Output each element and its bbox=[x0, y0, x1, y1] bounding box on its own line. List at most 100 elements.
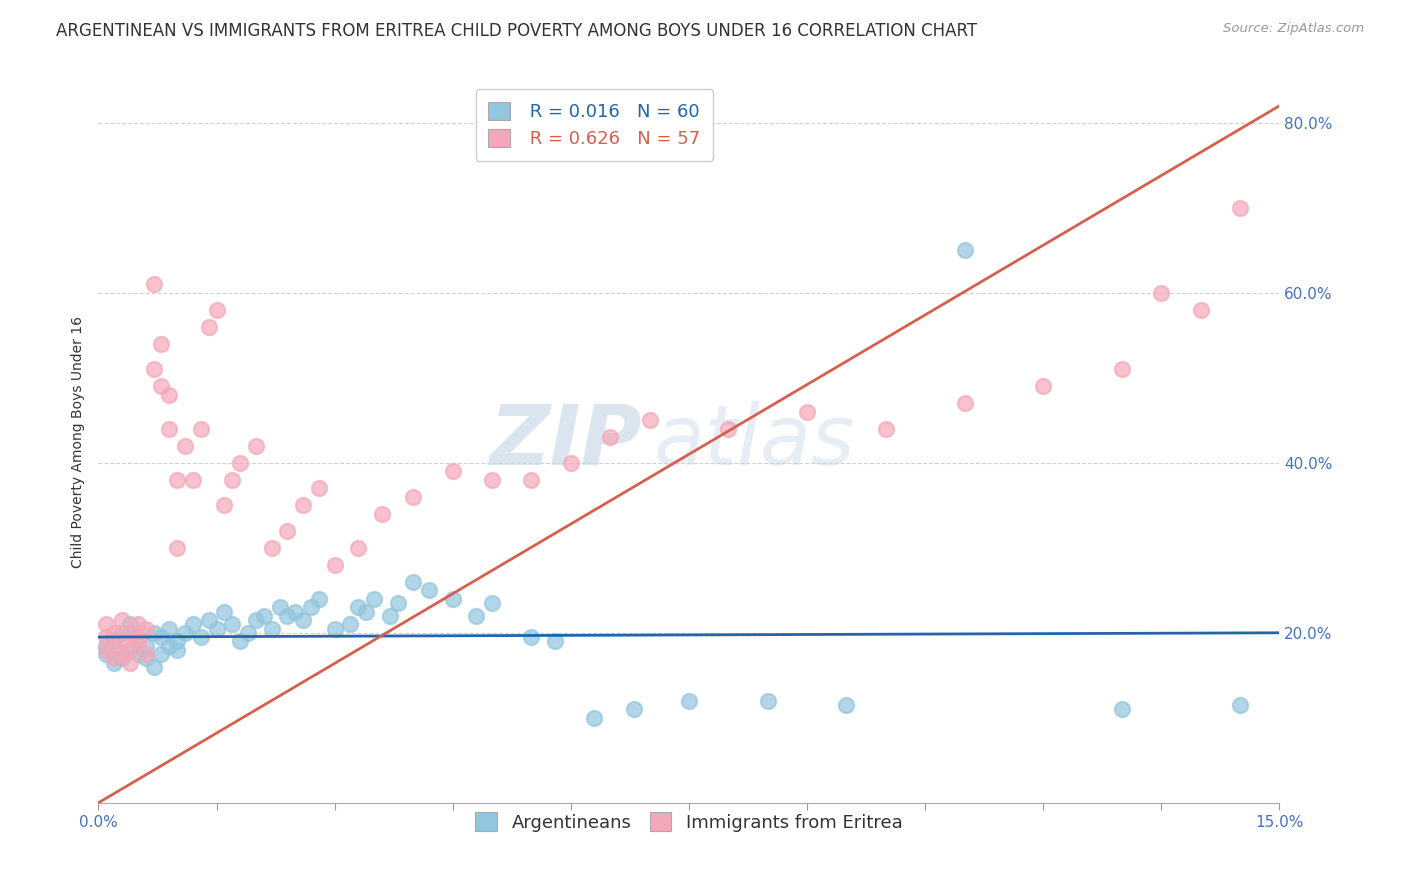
Point bbox=[308, 591, 330, 606]
Point bbox=[354, 605, 377, 619]
Point bbox=[717, 422, 740, 436]
Point bbox=[229, 456, 252, 470]
Point bbox=[1229, 698, 1251, 712]
Point bbox=[181, 473, 204, 487]
Point bbox=[678, 694, 700, 708]
Point bbox=[142, 277, 165, 292]
Point bbox=[308, 481, 330, 495]
Point bbox=[166, 541, 188, 555]
Point bbox=[402, 574, 425, 589]
Text: ARGENTINEAN VS IMMIGRANTS FROM ERITREA CHILD POVERTY AMONG BOYS UNDER 16 CORRELA: ARGENTINEAN VS IMMIGRANTS FROM ERITREA C… bbox=[56, 22, 977, 40]
Point bbox=[118, 656, 141, 670]
Point bbox=[118, 642, 141, 657]
Point bbox=[1111, 362, 1133, 376]
Point bbox=[127, 630, 149, 644]
Point bbox=[197, 613, 219, 627]
Point bbox=[299, 600, 322, 615]
Point bbox=[150, 336, 173, 351]
Point bbox=[142, 660, 165, 674]
Point bbox=[1229, 201, 1251, 215]
Point bbox=[481, 596, 503, 610]
Point bbox=[142, 625, 165, 640]
Point bbox=[260, 622, 283, 636]
Point bbox=[96, 639, 118, 653]
Point bbox=[205, 302, 228, 317]
Point bbox=[520, 630, 543, 644]
Point bbox=[756, 694, 779, 708]
Point bbox=[96, 617, 118, 632]
Point bbox=[111, 647, 134, 661]
Point bbox=[465, 608, 488, 623]
Point bbox=[111, 613, 134, 627]
Point bbox=[292, 498, 315, 512]
Point bbox=[214, 605, 236, 619]
Point bbox=[276, 524, 298, 538]
Point bbox=[103, 625, 125, 640]
Point bbox=[638, 413, 661, 427]
Point bbox=[402, 490, 425, 504]
Point bbox=[111, 625, 134, 640]
Text: Source: ZipAtlas.com: Source: ZipAtlas.com bbox=[1223, 22, 1364, 36]
Point bbox=[378, 608, 401, 623]
Point bbox=[339, 617, 361, 632]
Point bbox=[157, 422, 180, 436]
Point bbox=[118, 625, 141, 640]
Point bbox=[103, 634, 125, 648]
Point bbox=[371, 507, 394, 521]
Point bbox=[623, 702, 645, 716]
Text: atlas: atlas bbox=[654, 401, 855, 482]
Point bbox=[796, 405, 818, 419]
Point bbox=[1111, 702, 1133, 716]
Point bbox=[103, 639, 125, 653]
Point bbox=[260, 541, 283, 555]
Point bbox=[1150, 285, 1173, 300]
Point bbox=[118, 642, 141, 657]
Point bbox=[292, 613, 315, 627]
Point bbox=[245, 439, 267, 453]
Point bbox=[166, 642, 188, 657]
Point bbox=[544, 634, 567, 648]
Point bbox=[166, 634, 188, 648]
Point bbox=[127, 630, 149, 644]
Point bbox=[127, 647, 149, 661]
Point bbox=[481, 473, 503, 487]
Point bbox=[103, 656, 125, 670]
Point bbox=[197, 319, 219, 334]
Point bbox=[157, 622, 180, 636]
Point bbox=[363, 591, 385, 606]
Point bbox=[347, 541, 370, 555]
Point bbox=[323, 622, 346, 636]
Point bbox=[441, 591, 464, 606]
Point bbox=[236, 625, 259, 640]
Point bbox=[599, 430, 621, 444]
Point bbox=[150, 630, 173, 644]
Point bbox=[111, 651, 134, 665]
Point bbox=[1189, 302, 1212, 317]
Point bbox=[111, 634, 134, 648]
Point bbox=[157, 388, 180, 402]
Point bbox=[127, 634, 149, 648]
Point bbox=[269, 600, 291, 615]
Point bbox=[181, 617, 204, 632]
Point bbox=[118, 617, 141, 632]
Legend: Argentineans, Immigrants from Eritrea: Argentineans, Immigrants from Eritrea bbox=[463, 800, 915, 845]
Point bbox=[441, 464, 464, 478]
Point bbox=[387, 596, 409, 610]
Point bbox=[229, 634, 252, 648]
Point bbox=[135, 639, 157, 653]
Point bbox=[96, 630, 118, 644]
Point bbox=[96, 647, 118, 661]
Point bbox=[150, 379, 173, 393]
Point bbox=[253, 608, 276, 623]
Point bbox=[127, 617, 149, 632]
Point bbox=[418, 583, 440, 598]
Point bbox=[135, 647, 157, 661]
Point bbox=[174, 439, 197, 453]
Point bbox=[835, 698, 858, 712]
Point bbox=[323, 558, 346, 572]
Text: ZIP: ZIP bbox=[489, 401, 641, 482]
Point bbox=[103, 651, 125, 665]
Point bbox=[166, 473, 188, 487]
Point bbox=[174, 625, 197, 640]
Point bbox=[135, 622, 157, 636]
